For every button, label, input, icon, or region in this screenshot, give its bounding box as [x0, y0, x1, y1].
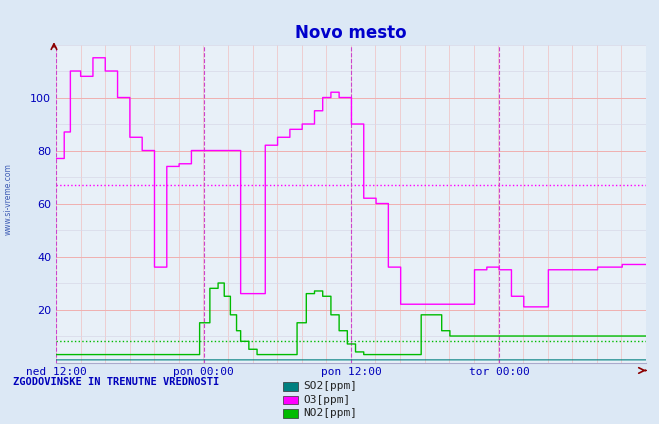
Text: O3[ppm]: O3[ppm] — [303, 395, 351, 405]
Text: SO2[ppm]: SO2[ppm] — [303, 381, 357, 391]
Text: NO2[ppm]: NO2[ppm] — [303, 408, 357, 418]
Text: ZGODOVINSKE IN TRENUTNE VREDNOSTI: ZGODOVINSKE IN TRENUTNE VREDNOSTI — [13, 377, 219, 387]
Title: Novo mesto: Novo mesto — [295, 24, 407, 42]
Text: www.si-vreme.com: www.si-vreme.com — [4, 163, 13, 235]
